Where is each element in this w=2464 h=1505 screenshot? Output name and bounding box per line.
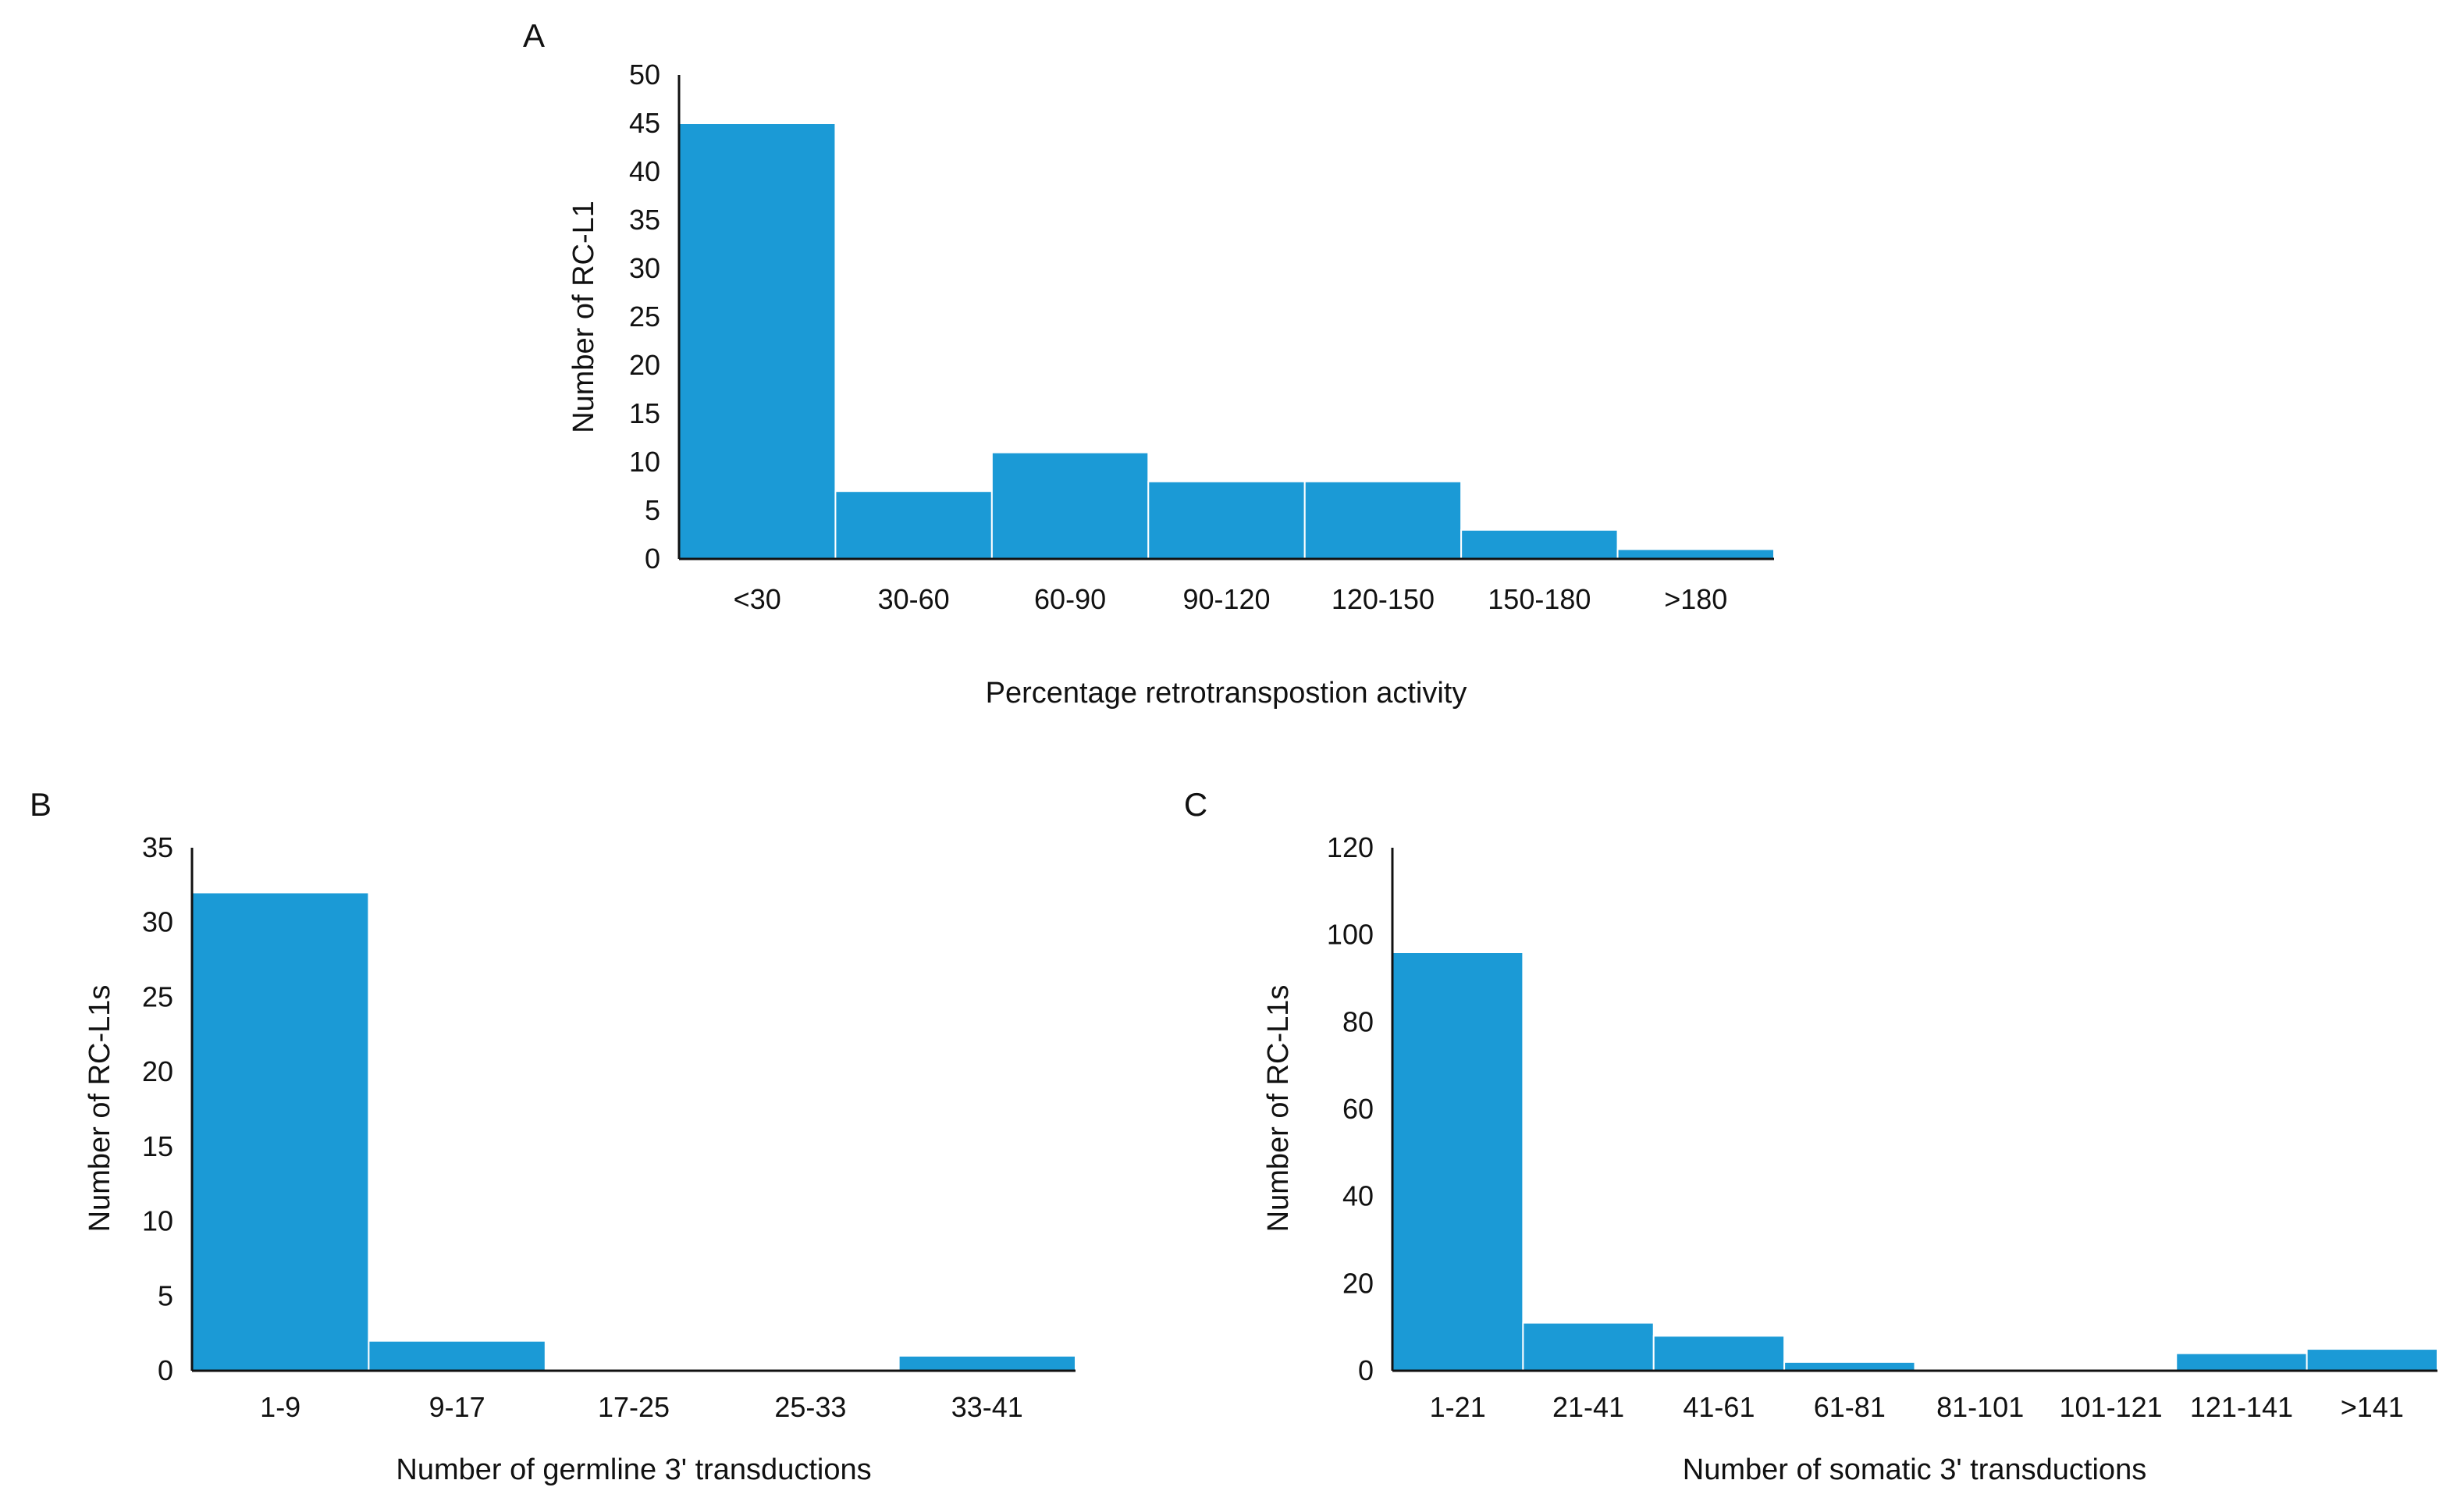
y-tick-label-c-7: 120 xyxy=(1327,831,1374,863)
y-tick-label-a-7: 30 xyxy=(629,252,660,284)
bar-a-1 xyxy=(678,123,837,560)
panel-letter-b: B xyxy=(30,786,52,823)
y-tick-label-b-3: 10 xyxy=(142,1205,173,1237)
bar-c-8 xyxy=(2306,1348,2438,1372)
y-tick-label-a-3: 10 xyxy=(629,446,660,478)
x-tick-label-b-2: 9-17 xyxy=(429,1391,485,1423)
x-tick-label-a-5: 120-150 xyxy=(1332,583,1435,615)
y-tick-label-a-5: 20 xyxy=(629,349,660,381)
y-tick-label-c-3: 40 xyxy=(1342,1180,1374,1212)
y-tick-label-a-1: 0 xyxy=(645,543,660,575)
y-tick-label-b-5: 20 xyxy=(142,1055,173,1087)
x-tick-label-c-1: 1-21 xyxy=(1430,1391,1486,1423)
bars-a xyxy=(678,123,1776,560)
x-ticks-b: 1-9 9-17 17-25 25-33 33-41 xyxy=(260,1391,1023,1423)
y-tick-label-a-8: 35 xyxy=(629,204,660,236)
bar-b-2 xyxy=(368,1340,546,1372)
chart-panel-c: C 0 20 40 60 80 100 120 1-21 21-41 41-61 61-81 81-… xyxy=(1184,786,2438,1486)
x-tick-label-a-2: 30-60 xyxy=(878,583,950,615)
y-axis-label-b: Number of RC-L1s xyxy=(84,985,116,1233)
y-tick-label-c-5: 80 xyxy=(1342,1005,1374,1037)
bar-a-2 xyxy=(834,490,993,560)
bar-a-3 xyxy=(990,451,1150,560)
y-tick-label-b-4: 15 xyxy=(142,1130,173,1162)
x-tick-label-b-1: 1-9 xyxy=(260,1391,300,1423)
y-ticks-b: 0 5 10 15 20 25 30 35 xyxy=(142,831,173,1386)
x-tick-label-b-4: 25-33 xyxy=(774,1391,846,1423)
y-tick-label-c-2: 20 xyxy=(1342,1267,1374,1299)
x-ticks-a: <30 30-60 60-90 90-120 120-150 150-180 >180 xyxy=(734,583,1728,615)
y-tick-label-b-2: 5 xyxy=(158,1279,173,1311)
x-tick-label-c-8: >141 xyxy=(2341,1391,2404,1423)
x-tick-label-a-6: 150-180 xyxy=(1488,583,1591,615)
chart-panel-a: A 0 5 10 15 20 25 30 35 40 45 50 <30 30-60 60-90 90-1… xyxy=(523,17,1776,710)
y-tick-label-a-6: 25 xyxy=(629,301,660,333)
x-tick-label-a-4: 90-120 xyxy=(1182,583,1270,615)
bar-a-7 xyxy=(1616,548,1776,560)
x-axis-label-a: Percentage retrotranspostion activity xyxy=(986,677,1467,710)
bar-c-1 xyxy=(1392,952,1524,1372)
y-ticks-a: 0 5 10 15 20 25 30 35 40 45 50 xyxy=(629,59,660,575)
bar-a-6 xyxy=(1460,528,1619,560)
panel-letter-c: C xyxy=(1184,786,1207,823)
y-tick-label-a-2: 5 xyxy=(645,494,660,526)
bar-a-5 xyxy=(1303,480,1463,560)
x-tick-label-c-6: 101-121 xyxy=(2060,1391,2163,1423)
y-tick-label-b-8: 35 xyxy=(142,831,173,863)
bar-c-4 xyxy=(1783,1361,1916,1372)
x-tick-label-c-7: 121-141 xyxy=(2190,1391,2293,1423)
x-tick-label-c-3: 41-61 xyxy=(1683,1391,1755,1423)
x-tick-label-c-4: 61-81 xyxy=(1814,1391,1886,1423)
x-tick-label-c-5: 81-101 xyxy=(1936,1391,2024,1423)
y-tick-label-c-4: 60 xyxy=(1342,1093,1374,1125)
x-axis-label-b: Number of germline 3' transductions xyxy=(396,1453,871,1486)
y-tick-label-c-6: 100 xyxy=(1327,919,1374,951)
y-tick-label-a-11: 50 xyxy=(629,59,660,91)
bar-c-7 xyxy=(2175,1352,2308,1372)
y-tick-label-b-7: 30 xyxy=(142,906,173,938)
bar-a-4 xyxy=(1147,480,1306,560)
y-tick-label-b-1: 0 xyxy=(158,1354,173,1386)
y-ticks-c: 0 20 40 60 80 100 120 xyxy=(1327,831,1374,1386)
x-tick-label-b-3: 17-25 xyxy=(598,1391,670,1423)
y-tick-label-a-4: 15 xyxy=(629,397,660,429)
y-tick-label-c-1: 0 xyxy=(1358,1354,1374,1386)
y-axis-label-a: Number of RC-L1 xyxy=(567,201,600,433)
x-tick-label-c-2: 21-41 xyxy=(1552,1391,1624,1423)
bars-b xyxy=(191,891,1076,1372)
bar-c-3 xyxy=(1652,1335,1786,1372)
bar-b-1 xyxy=(191,891,370,1372)
y-tick-label-a-10: 45 xyxy=(629,107,660,139)
x-ticks-c: 1-21 21-41 41-61 61-81 81-101 101-121 121-141 >… xyxy=(1430,1391,2404,1423)
x-tick-label-a-3: 60-90 xyxy=(1034,583,1106,615)
panel-letter-a: A xyxy=(523,17,545,54)
y-tick-label-a-9: 40 xyxy=(629,155,660,187)
y-axis-label-c: Number of RC-L1s xyxy=(1262,985,1295,1233)
x-axis-label-c: Number of somatic 3' transductions xyxy=(1683,1453,2146,1486)
x-tick-label-b-5: 33-41 xyxy=(951,1391,1023,1423)
bar-c-2 xyxy=(1522,1322,1655,1372)
x-tick-label-a-1: <30 xyxy=(734,583,781,615)
bars-c xyxy=(1392,952,2438,1372)
bar-b-5 xyxy=(898,1354,1076,1372)
x-tick-label-a-7: >180 xyxy=(1664,583,1727,615)
y-tick-label-b-6: 25 xyxy=(142,980,173,1012)
